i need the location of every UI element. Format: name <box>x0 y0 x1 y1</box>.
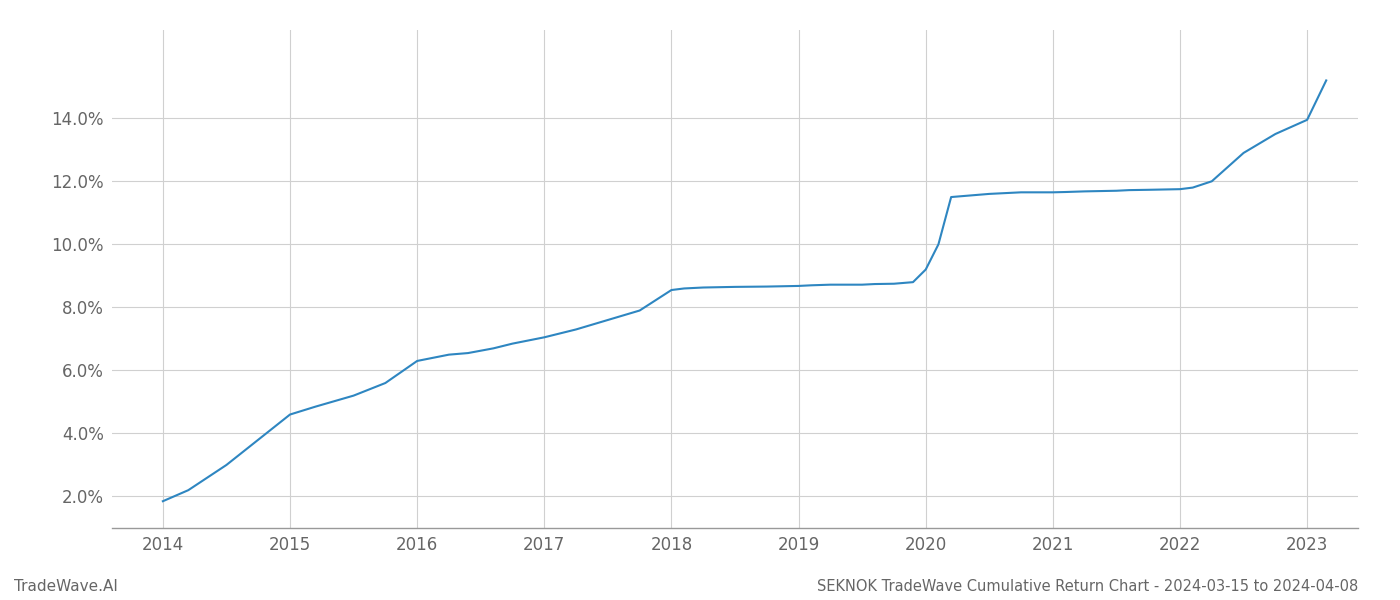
Text: TradeWave.AI: TradeWave.AI <box>14 579 118 594</box>
Text: SEKNOK TradeWave Cumulative Return Chart - 2024-03-15 to 2024-04-08: SEKNOK TradeWave Cumulative Return Chart… <box>816 579 1358 594</box>
